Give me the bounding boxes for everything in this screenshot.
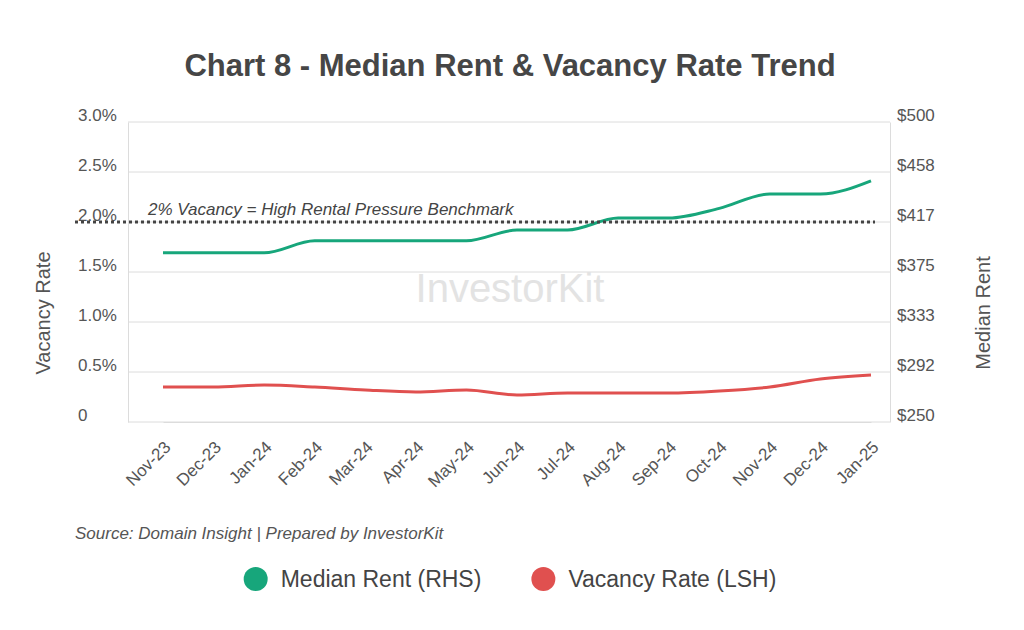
- tick: May-24: [424, 422, 478, 491]
- tick-label: 2.5%: [78, 156, 117, 175]
- legend-item: Median Rent (RHS): [244, 566, 482, 592]
- tick-label: 0: [78, 406, 87, 425]
- tick: Mar-24: [325, 422, 377, 489]
- tick: Oct-24: [681, 422, 731, 487]
- tick-label: Jan-24: [225, 438, 275, 488]
- tick: 1.5%: [78, 256, 128, 275]
- grid-line: [128, 322, 890, 323]
- tick: $250: [890, 406, 935, 425]
- annotation: 2% Vacancy = High Rental Pressure Benchm…: [147, 200, 515, 219]
- tick: Jul-24: [533, 422, 579, 484]
- tick-label: 1.5%: [78, 256, 117, 275]
- tick: $500: [890, 106, 935, 125]
- grid-line: [128, 422, 890, 423]
- tick: Dec-23: [173, 422, 225, 490]
- tick: Jun-24: [478, 422, 528, 488]
- tick: 3.0%: [78, 106, 128, 125]
- tick-label: Jun-24: [478, 438, 528, 488]
- grid-line: [128, 172, 890, 173]
- tick: Nov-24: [729, 422, 781, 490]
- tick-label: Aug-24: [577, 438, 629, 490]
- axis-line: [890, 123, 891, 423]
- tick-label: $333: [897, 306, 935, 325]
- tick-label: $250: [897, 406, 935, 425]
- legend-marker: [244, 567, 268, 591]
- source: Source: Domain Insight | Prepared by Inv…: [75, 524, 444, 543]
- tick-label: May-24: [424, 438, 478, 492]
- tick: 1.0%: [78, 306, 128, 325]
- watermark: InvestorKit: [416, 266, 605, 310]
- tick: 0: [78, 406, 128, 425]
- tick-label: Apr-24: [378, 438, 428, 488]
- tick: $292: [890, 356, 935, 375]
- tick-label: $417: [897, 206, 935, 225]
- y-axis: 3.0% 2.5% 2.0% 1.5% 1.0% 0.5% 0: [78, 106, 129, 425]
- tick: $333: [890, 306, 935, 325]
- tick-label: Jul-24: [533, 438, 579, 484]
- grid: [128, 122, 890, 422]
- tick-label: 3.0%: [78, 106, 117, 125]
- legend-label: Vacancy Rate (LSH): [568, 566, 776, 592]
- legend-item: Vacancy Rate (LSH): [531, 566, 776, 592]
- tick-label: Nov-23: [122, 438, 174, 490]
- tick-label: 0.5%: [78, 356, 117, 375]
- axis-line: [164, 422, 872, 423]
- tick: Nov-23: [122, 422, 174, 490]
- tick-label: Mar-24: [325, 438, 377, 490]
- tick-label: Dec-24: [780, 438, 832, 490]
- tick: $458: [890, 156, 935, 175]
- axis-line: [128, 123, 129, 423]
- tick: Jan-24: [225, 422, 275, 488]
- tick-label: $458: [897, 156, 935, 175]
- tick: Aug-24: [577, 422, 629, 490]
- tick: 2.0%: [78, 206, 128, 225]
- axis-title: Vacancy Rate: [32, 251, 54, 374]
- tick: $417: [890, 206, 935, 225]
- tick-label: 1.0%: [78, 306, 117, 325]
- chart: Chart 8 - Median Rent & Vacancy Rate Tre…: [0, 0, 1024, 630]
- tick-label: Sep-24: [628, 438, 680, 490]
- tick-label: $375: [897, 256, 935, 275]
- grid-line: [128, 372, 890, 373]
- axis-title: Median Rent: [972, 256, 994, 370]
- tick-label: Feb-24: [275, 438, 327, 490]
- legend-marker: [531, 567, 555, 591]
- tick: Dec-24: [780, 422, 832, 490]
- tick: $375: [890, 256, 935, 275]
- reference-line: [75, 221, 875, 224]
- tick: Sep-24: [628, 422, 680, 490]
- tick-label: Dec-23: [173, 438, 225, 490]
- tick: 2.5%: [78, 156, 128, 175]
- tick-label: Nov-24: [729, 438, 781, 490]
- tick: Apr-24: [378, 422, 428, 487]
- tick-label: Oct-24: [681, 438, 731, 488]
- series-line: [163, 375, 871, 395]
- tick: Jan-25: [832, 422, 882, 488]
- tick-label: $500: [897, 106, 935, 125]
- title: Chart 8 - Median Rent & Vacancy Rate Tre…: [184, 48, 835, 83]
- x-axis: Nov-23Dec-23Jan-24Feb-24Mar-24Apr-24May-…: [122, 422, 882, 491]
- legend-label: Median Rent (RHS): [281, 566, 482, 592]
- tick-label: $292: [897, 356, 935, 375]
- grid-line: [128, 122, 890, 123]
- tick-label: Jan-25: [832, 438, 882, 488]
- tick: 0.5%: [78, 356, 128, 375]
- legend: Median Rent (RHS) Vacancy Rate (LSH): [244, 566, 777, 592]
- y2-axis: $500 $458 $417 $375 $333 $292 $250: [890, 106, 935, 425]
- tick: Feb-24: [275, 422, 327, 489]
